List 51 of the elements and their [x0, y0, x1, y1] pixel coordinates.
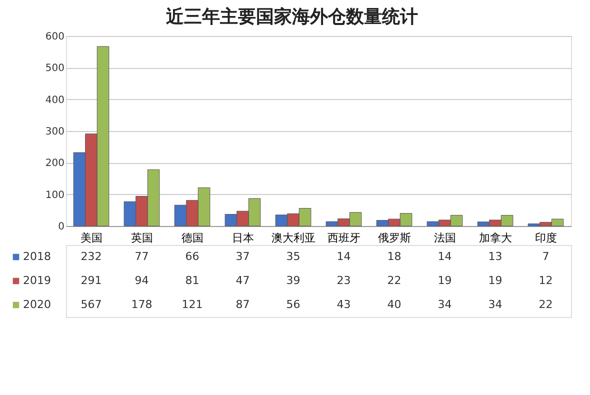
- x-tick-label: 德国: [181, 232, 204, 244]
- data-label: 14: [438, 250, 452, 263]
- y-tick-label: 0: [58, 222, 64, 232]
- y-tick-label: 600: [45, 32, 64, 42]
- data-label: 19: [488, 274, 502, 287]
- x-tick-label: 印度: [534, 232, 557, 244]
- legend-label: 2020: [23, 298, 51, 311]
- y-tick-label: 400: [45, 94, 64, 106]
- x-tick-label: 加拿大: [478, 232, 512, 244]
- data-label: 7: [542, 250, 550, 263]
- chart-title: 近三年主要国家海外仓数量统计: [164, 6, 418, 28]
- data-label: 14: [336, 250, 351, 263]
- data-label: 19: [438, 274, 452, 287]
- y-tick-label: 100: [45, 190, 64, 201]
- data-label: 37: [236, 250, 250, 263]
- data-label: 291: [80, 274, 102, 287]
- data-label: 18: [387, 250, 402, 263]
- data-label: 43: [336, 298, 351, 311]
- data-label: 12: [538, 274, 553, 287]
- data-label: 22: [538, 298, 553, 311]
- data-label: 87: [236, 298, 250, 311]
- y-tick-label: 500: [45, 63, 64, 74]
- data-label: 35: [286, 250, 300, 263]
- data-label: 178: [131, 298, 152, 311]
- y-tick-label: 300: [45, 126, 64, 138]
- data-label: 232: [80, 250, 102, 263]
- x-tick-label: 美国: [80, 232, 102, 244]
- data-label: 81: [185, 274, 200, 287]
- data-label: 40: [387, 298, 402, 311]
- data-label: 23: [336, 274, 351, 287]
- data-label: 34: [438, 298, 452, 311]
- x-tick-label: 英国: [130, 232, 153, 244]
- data-label: 94: [134, 274, 149, 287]
- data-label: 56: [286, 298, 300, 311]
- data-label: 34: [488, 298, 502, 311]
- data-label: 77: [134, 250, 149, 263]
- x-tick-label: 俄罗斯: [378, 232, 411, 244]
- data-label: 22: [387, 274, 402, 287]
- x-tick-label: 日本: [232, 232, 254, 244]
- x-tick-label: 西班牙: [327, 232, 360, 244]
- data-label: 567: [80, 298, 102, 311]
- legend-label: 2018: [23, 250, 51, 263]
- y-tick-label: 200: [45, 158, 64, 170]
- x-tick-label: 澳大利亚: [271, 232, 316, 244]
- legend-label: 2019: [23, 274, 51, 287]
- data-label: 39: [286, 274, 300, 287]
- data-label: 121: [182, 298, 203, 311]
- data-label: 66: [185, 250, 200, 263]
- data-label: 13: [488, 250, 502, 263]
- x-tick-label: 法国: [434, 232, 456, 244]
- data-label: 47: [236, 274, 250, 287]
